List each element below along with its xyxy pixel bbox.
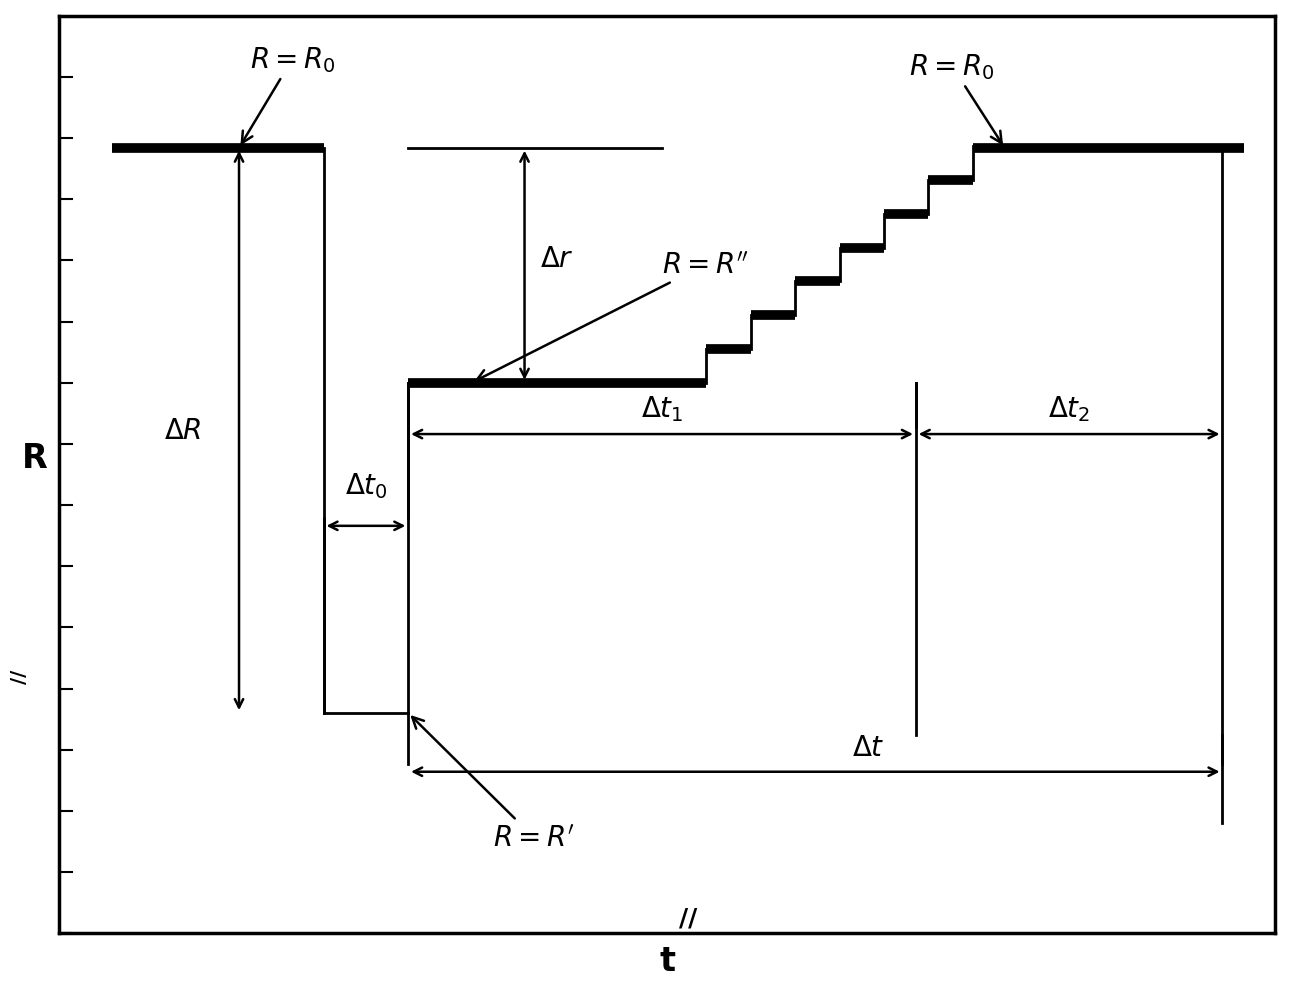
Text: $R=R_0$: $R=R_0$ <box>910 53 1001 144</box>
Text: //: // <box>9 670 28 684</box>
Text: $\Delta t_1$: $\Delta t_1$ <box>641 394 683 423</box>
Text: $\Delta t$: $\Delta t$ <box>851 733 885 761</box>
X-axis label: t: t <box>659 944 676 977</box>
Text: $\Delta R$: $\Delta R$ <box>164 416 202 445</box>
Text: $R=R'$: $R=R'$ <box>412 718 575 851</box>
Text: $\Delta t_2$: $\Delta t_2$ <box>1048 394 1090 423</box>
Text: //: // <box>680 906 698 929</box>
Text: $\Delta t_0$: $\Delta t_0$ <box>345 471 388 501</box>
Text: $\Delta r$: $\Delta r$ <box>540 245 574 272</box>
Text: $R=R_0$: $R=R_0$ <box>242 45 335 144</box>
Y-axis label: R: R <box>22 442 47 475</box>
Text: $R=R^{\prime\prime}$: $R=R^{\prime\prime}$ <box>477 251 749 381</box>
